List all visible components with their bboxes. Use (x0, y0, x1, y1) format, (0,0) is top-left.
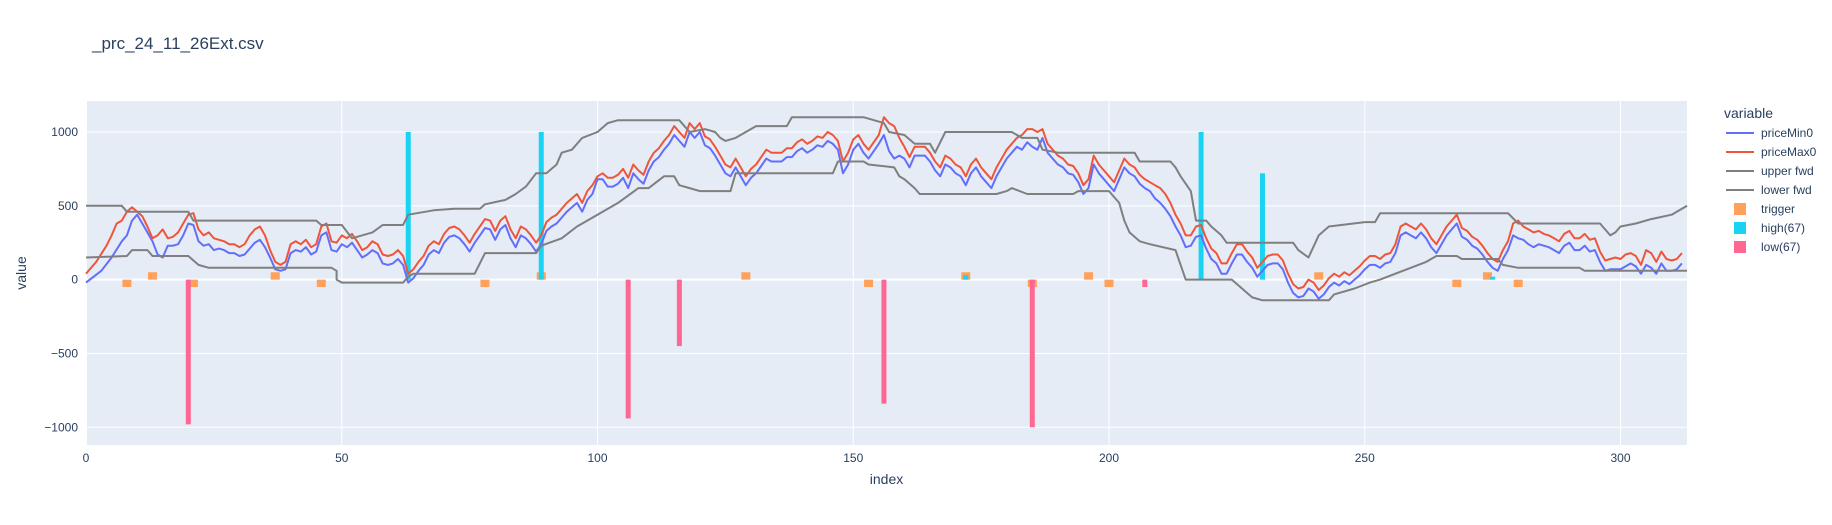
plot-area (86, 101, 1687, 445)
series-line-pricemin0 (85, 131, 1683, 300)
x-tick-label: 300 (1610, 451, 1630, 465)
bar-high-67 (538, 132, 544, 280)
bar-low-67 (1142, 279, 1148, 288)
legend: variable priceMin0 priceMax0 upper fwd lowe… (1724, 105, 1817, 254)
bar-low-67 (676, 279, 682, 347)
x-axis-title: index (870, 471, 903, 487)
bar-low-67 (1029, 279, 1035, 428)
legend-swatch-square (1734, 203, 1746, 215)
legend-label: low(67) (1761, 240, 1800, 254)
x-tick-label: 150 (843, 451, 863, 465)
y-tick-label: 0 (71, 273, 78, 287)
legend-label: upper fwd (1761, 164, 1814, 178)
y-tick-label: 1000 (51, 125, 78, 139)
bar-trigger (1084, 272, 1094, 280)
chart-title: _prc_24_11_26Ext.csv (92, 34, 264, 53)
y-tick-label: −500 (51, 346, 78, 360)
bar-trigger (1513, 279, 1523, 288)
bar-trigger (864, 279, 874, 288)
x-tick-label: 0 (83, 451, 90, 465)
x-tick-label: 100 (587, 451, 607, 465)
x-tick-label: 250 (1355, 451, 1375, 465)
bar-high-67 (405, 132, 411, 280)
bar-low-67 (881, 279, 887, 404)
bar-low-67 (185, 279, 191, 425)
legend-label: priceMax0 (1761, 145, 1817, 159)
bar-trigger (1314, 272, 1324, 280)
x-tick-label: 200 (1099, 451, 1119, 465)
bar-trigger (480, 279, 490, 288)
x-tick-label: 50 (335, 451, 349, 465)
bar-high-67 (1259, 173, 1265, 280)
bar-trigger (1452, 279, 1462, 288)
y-axis-title: value (13, 256, 29, 290)
legend-label: high(67) (1761, 221, 1805, 235)
y-tick-label: −1000 (44, 420, 78, 434)
bar-trigger (147, 272, 157, 280)
bar-high-67 (1198, 132, 1204, 280)
bar-low-67 (625, 279, 631, 419)
legend-label: priceMin0 (1761, 126, 1813, 140)
bar-traces (122, 132, 1523, 428)
bar-trigger (188, 279, 198, 288)
bar-trigger (122, 279, 132, 288)
bar-trigger (1104, 279, 1114, 288)
bar-high-67 (1490, 276, 1496, 280)
legend-swatch-square (1734, 222, 1746, 234)
axis-ticks: −1000 −500 0 500 1000 0 50 100 150 200 250 300 (44, 125, 1631, 465)
bar-high-67 (963, 275, 969, 280)
series-line-lower-fwd (85, 160, 1687, 302)
bar-trigger (270, 272, 280, 280)
legend-label: trigger (1761, 202, 1795, 216)
bar-trigger (316, 279, 326, 288)
y-tick-label: 500 (58, 199, 78, 213)
bar-trigger (741, 272, 751, 280)
series-line-pricemax0 (85, 116, 1683, 291)
line-traces (85, 116, 1688, 302)
grid-lines (85, 101, 1687, 445)
series-line-upper-fwd (86, 116, 1688, 259)
legend-swatch-square (1734, 241, 1746, 253)
bar-trigger (1483, 272, 1493, 280)
legend-label: lower fwd (1761, 183, 1812, 197)
legend-title: variable (1724, 105, 1773, 121)
